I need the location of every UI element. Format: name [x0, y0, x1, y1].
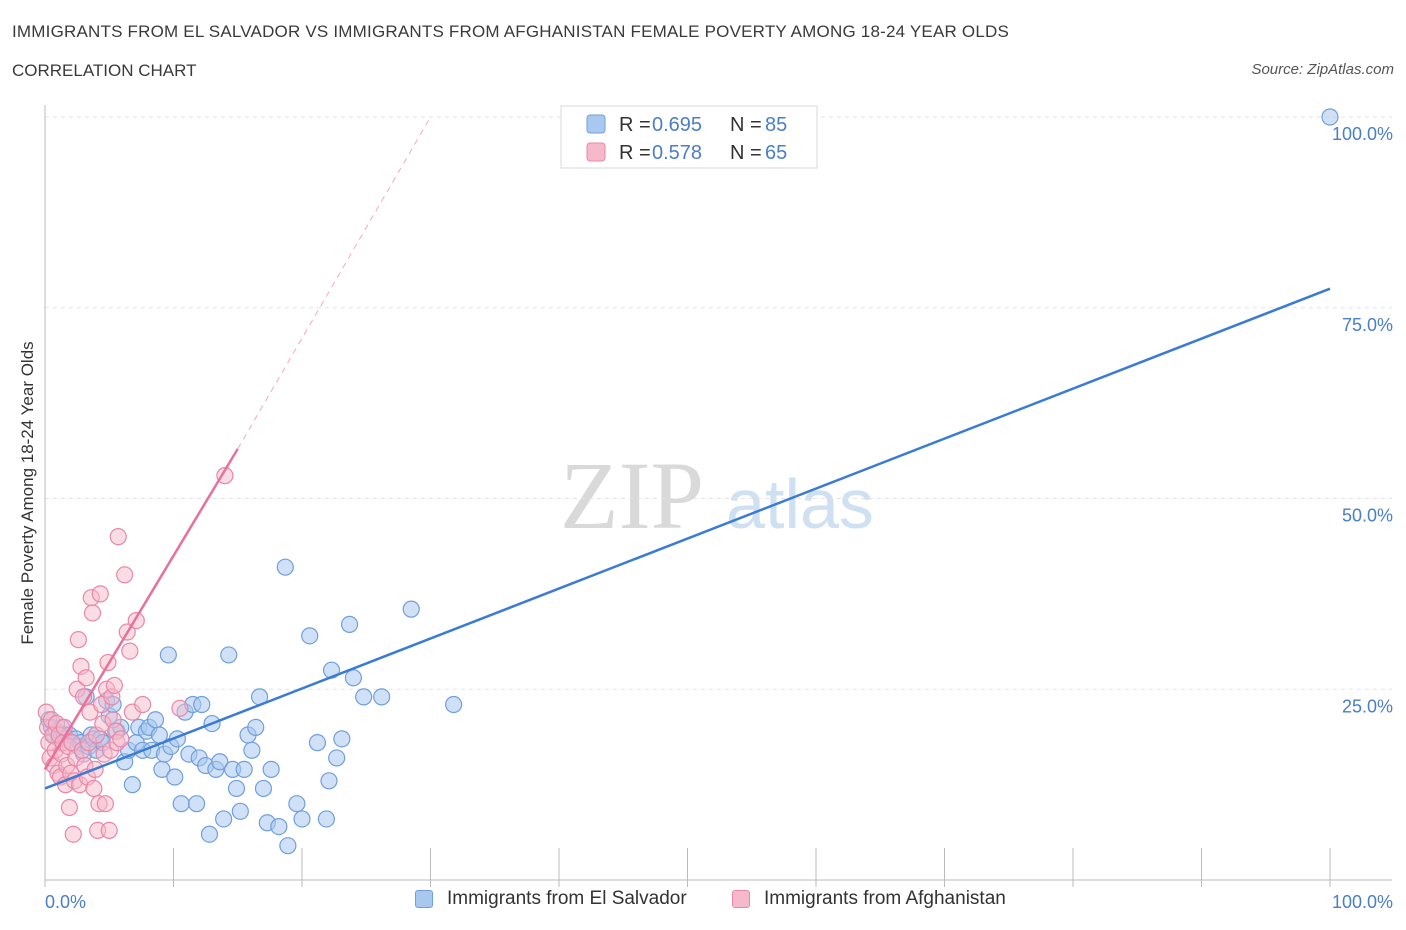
- x-tick-label-min: 0.0%: [45, 892, 86, 912]
- point-el-salvador: [200, 825, 219, 843]
- point-el-salvador: [211, 753, 229, 771]
- point-afghanistan: [69, 631, 88, 649]
- point-afghanistan: [121, 642, 139, 660]
- zipatlas-watermark: ZIP atlas: [560, 442, 874, 549]
- point-afghanistan: [100, 821, 118, 840]
- chart-subtitle: CORRELATION CHART: [12, 61, 197, 80]
- point-el-salvador: [373, 688, 391, 706]
- point-el-salvador: [262, 760, 280, 778]
- chart-title: IMMIGRANTS FROM EL SALVADOR VS IMMIGRANT…: [12, 22, 1009, 41]
- legend-swatch-el-salvador: [586, 114, 606, 134]
- point-afghanistan: [112, 730, 130, 748]
- y-tick-label: 50.0%: [1342, 506, 1393, 526]
- legend-n-label-1: N =: [730, 142, 762, 164]
- legend-swatch-afghanistan: [586, 142, 606, 162]
- point-el-salvador: [293, 810, 311, 828]
- axes: [44, 105, 1392, 887]
- point-el-salvador: [328, 749, 346, 767]
- point-afghanistan: [85, 779, 103, 798]
- legend-r-value-afghanistan: 0.578: [652, 142, 702, 164]
- point-el-salvador: [279, 837, 297, 855]
- point-el-salvador: [188, 795, 206, 813]
- trend-lines: [43, 116, 1331, 790]
- source-credit: Source: ZipAtlas.com: [1251, 61, 1394, 78]
- legend-swatch-blue: [415, 890, 433, 908]
- point-el-salvador: [235, 760, 253, 778]
- legend-label-el-salvador: Immigrants from El Salvador: [447, 888, 687, 909]
- series-afghanistan-points: [37, 467, 234, 843]
- point-el-salvador: [146, 711, 165, 729]
- watermark-zip: ZIP: [560, 442, 704, 549]
- point-el-salvador: [247, 718, 265, 737]
- y-axis-label: Female Poverty Among 18-24 Year Olds: [18, 341, 37, 644]
- trend-line-afghanistan-extension: [237, 116, 431, 450]
- point-afghanistan: [91, 585, 109, 603]
- legend-n-value-afghanistan: 65: [765, 142, 787, 164]
- point-el-salvador: [276, 558, 294, 576]
- legend-r-value-el-salvador: 0.695: [652, 114, 702, 136]
- watermark-atlas: atlas: [726, 465, 874, 543]
- point-el-salvador: [344, 669, 362, 687]
- grid-lines: [45, 116, 1392, 690]
- point-el-salvador: [215, 810, 233, 828]
- point-afghanistan: [105, 676, 123, 695]
- legend-label-afghanistan: Immigrants from Afghanistan: [764, 888, 1006, 909]
- point-el-salvador: [308, 734, 327, 752]
- legend-r-label-1: R =: [619, 142, 651, 164]
- point-el-salvador: [402, 600, 420, 618]
- point-el-salvador: [172, 795, 190, 813]
- point-el-salvador: [340, 615, 359, 633]
- point-el-salvador: [193, 695, 211, 714]
- legend-n-value-el-salvador: 85: [765, 114, 787, 136]
- point-afghanistan: [64, 825, 82, 843]
- y-tick-label: 75.0%: [1342, 315, 1393, 335]
- trend-line-el-salvador: [44, 287, 1331, 790]
- legend-item-el-salvador[interactable]: Immigrants from El Salvador: [415, 888, 687, 910]
- legend-swatch-pink: [732, 890, 750, 908]
- point-el-salvador: [445, 695, 463, 714]
- point-el-salvador: [231, 802, 249, 820]
- y-tick-label: 25.0%: [1342, 696, 1393, 716]
- x-tick-label-max: 100.0%: [1332, 892, 1393, 912]
- point-el-salvador: [270, 817, 288, 836]
- correlation-legend: R = 0.695 N = 85 R = 0.578 N = 65: [560, 105, 818, 169]
- point-el-salvador: [301, 627, 319, 645]
- point-el-salvador: [355, 688, 373, 706]
- point-afghanistan: [60, 798, 79, 817]
- series-legend: Immigrants from El Salvador Immigrants f…: [0, 888, 1406, 916]
- point-el-salvador: [317, 810, 336, 828]
- y-tick-label: 100.0%: [1332, 124, 1393, 144]
- point-el-salvador: [220, 646, 238, 664]
- point-el-salvador: [320, 772, 338, 790]
- point-el-salvador: [333, 730, 351, 748]
- point-el-salvador: [227, 779, 246, 798]
- y-tick-labels: 25.0% 50.0% 75.0% 100.0%: [1332, 124, 1393, 716]
- point-afghanistan: [134, 695, 152, 714]
- point-el-salvador: [1321, 108, 1339, 126]
- legend-n-label-0: N =: [730, 114, 762, 136]
- point-afghanistan: [83, 604, 102, 622]
- point-afghanistan: [77, 669, 95, 687]
- point-afghanistan: [96, 795, 114, 813]
- point-afghanistan: [116, 566, 134, 584]
- legend-r-label-0: R =: [619, 114, 651, 136]
- legend-item-afghanistan[interactable]: Immigrants from Afghanistan: [732, 888, 1006, 910]
- point-el-salvador: [159, 646, 177, 664]
- point-el-salvador: [288, 795, 306, 813]
- point-el-salvador: [254, 779, 273, 798]
- point-el-salvador: [166, 768, 184, 786]
- x-tick-labels: 0.0% 100.0%: [45, 892, 1393, 912]
- point-afghanistan: [109, 528, 127, 546]
- point-afghanistan: [171, 699, 189, 717]
- point-el-salvador: [243, 741, 261, 759]
- trend-line-afghanistan: [43, 448, 239, 771]
- point-el-salvador: [123, 776, 141, 794]
- point-afghanistan: [216, 467, 234, 485]
